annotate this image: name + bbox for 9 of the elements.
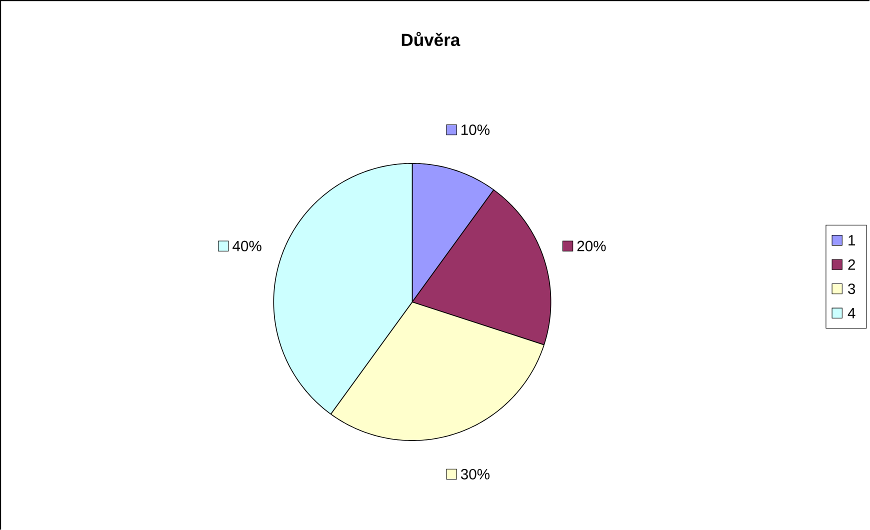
- chart-title: Důvěra: [402, 32, 460, 46]
- data-label: 30%: [460, 468, 490, 480]
- data-label: 10%: [461, 124, 490, 135]
- legend-label: 3: [848, 284, 856, 294]
- legend-label: 1: [848, 235, 856, 246]
- legend-label: 4: [848, 308, 856, 318]
- data-label: 20%: [577, 240, 606, 252]
- legend-label: 2: [848, 259, 855, 270]
- data-label: 40%: [232, 240, 262, 252]
